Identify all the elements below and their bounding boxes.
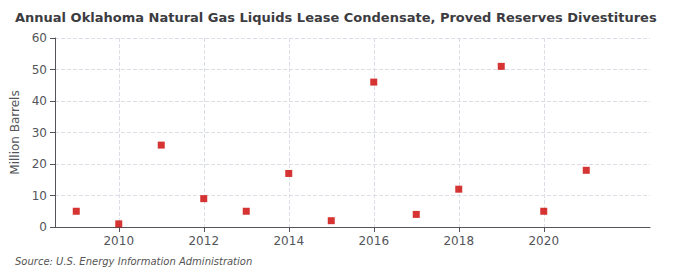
svg-text:2012: 2012 [188, 234, 219, 248]
svg-text:2016: 2016 [358, 234, 389, 248]
svg-text:Annual Oklahoma Natural Gas Li: Annual Oklahoma Natural Gas Liquids Leas… [15, 10, 657, 25]
svg-text:40: 40 [32, 94, 47, 108]
svg-text:10: 10 [32, 189, 47, 203]
svg-text:30: 30 [32, 126, 47, 140]
svg-text:20: 20 [32, 157, 47, 171]
svg-text:2020: 2020 [528, 234, 559, 248]
svg-text:Million Barrels: Million Barrels [8, 90, 22, 174]
svg-text:50: 50 [32, 63, 47, 77]
svg-text:60: 60 [32, 31, 47, 45]
svg-text:2018: 2018 [443, 234, 474, 248]
svg-text:0: 0 [39, 220, 47, 234]
svg-text:2010: 2010 [103, 234, 134, 248]
svg-text:2014: 2014 [273, 234, 304, 248]
svg-text:Source: U.S. Energy Informatio: Source: U.S. Energy Information Administ… [15, 256, 252, 267]
